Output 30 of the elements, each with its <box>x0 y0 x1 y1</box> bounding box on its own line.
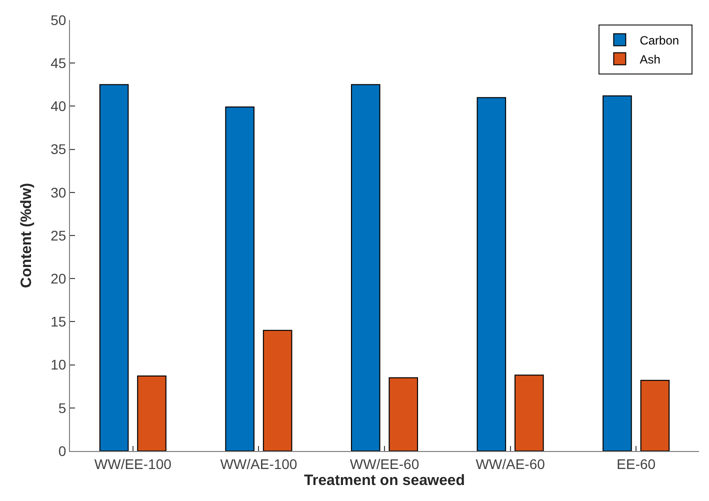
y-axis-title: Content (%dw) <box>18 183 35 288</box>
bar <box>514 374 544 451</box>
x-tick-label: WW/EE-100 <box>94 456 172 472</box>
legend-label: Ash <box>640 52 668 66</box>
x-tick-label: WW/EE-60 <box>350 456 420 472</box>
x-tick-label: EE-60 <box>616 456 656 472</box>
bar <box>137 376 166 451</box>
bar <box>388 377 418 451</box>
y-tick-label: 40 <box>50 98 66 114</box>
y-tick-label: 0 <box>58 442 66 459</box>
bar <box>225 106 254 451</box>
bar <box>602 95 632 451</box>
y-tick-label: 10 <box>50 356 66 373</box>
bar <box>476 97 506 451</box>
y-tick-label: 20 <box>50 270 66 286</box>
x-tick-label: WW/AE-100 <box>220 456 298 472</box>
y-tick-label: 30 <box>50 184 66 200</box>
y-tick-label: 45 <box>50 55 66 71</box>
bar <box>350 84 380 451</box>
x-tick-label: WW/AE-60 <box>476 456 546 472</box>
y-tick-label: 50 <box>50 12 66 28</box>
y-tick-label: 25 <box>50 227 66 244</box>
y-tick-label: 35 <box>50 141 66 158</box>
bar <box>99 84 129 451</box>
y-tick-label: 5 <box>58 400 66 416</box>
legend-label: Carbon <box>640 33 686 48</box>
bar <box>262 330 292 451</box>
bar <box>640 380 670 451</box>
y-tick-label: 15 <box>50 314 66 330</box>
x-axis-title: Treatment on seaweed <box>304 472 465 489</box>
